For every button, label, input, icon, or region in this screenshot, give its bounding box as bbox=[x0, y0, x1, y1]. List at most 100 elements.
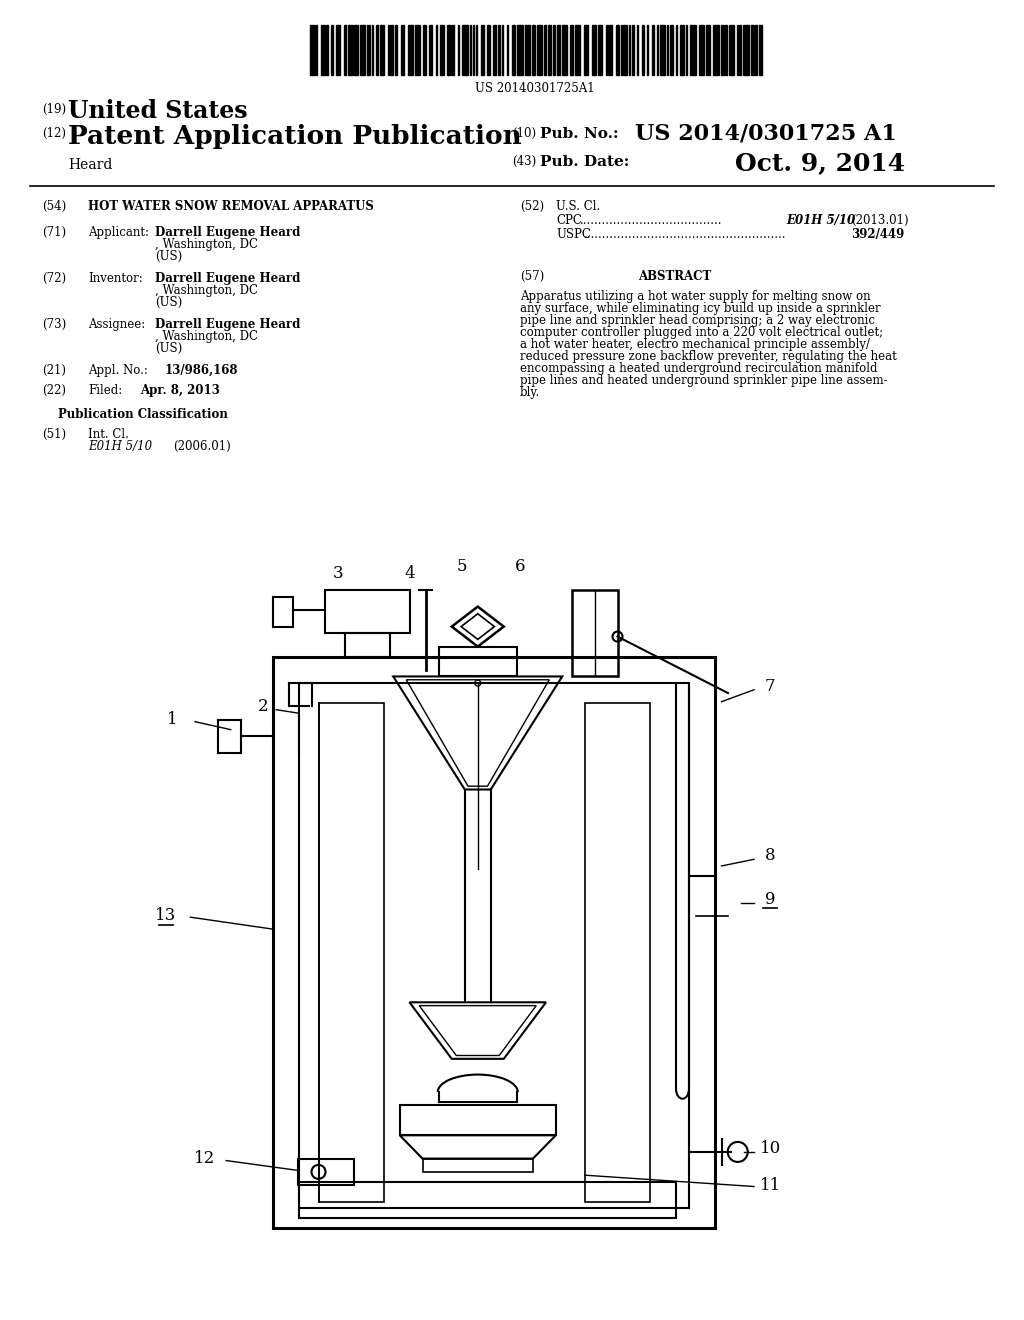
Text: (54): (54) bbox=[42, 201, 67, 213]
Bar bbox=[348, 25, 352, 75]
Bar bbox=[299, 1181, 676, 1218]
Text: Darrell Eugene Heard: Darrell Eugene Heard bbox=[155, 272, 300, 285]
Bar bbox=[637, 25, 638, 75]
Text: (US): (US) bbox=[155, 296, 182, 309]
Bar bbox=[538, 25, 542, 75]
Bar bbox=[713, 25, 719, 75]
Bar bbox=[570, 25, 573, 75]
Text: ......................................................: ........................................… bbox=[584, 228, 786, 242]
Bar bbox=[548, 25, 551, 75]
Text: 8: 8 bbox=[765, 847, 775, 865]
Text: E01H 5/10: E01H 5/10 bbox=[786, 214, 855, 227]
Text: ......................................: ...................................... bbox=[580, 214, 723, 227]
Bar bbox=[354, 25, 357, 75]
Text: CPC: CPC bbox=[556, 214, 582, 227]
Bar bbox=[609, 25, 612, 75]
Text: 3: 3 bbox=[333, 565, 343, 582]
Text: bly.: bly. bbox=[520, 385, 541, 399]
Bar bbox=[584, 25, 588, 75]
Bar bbox=[367, 25, 371, 75]
Bar bbox=[436, 25, 437, 75]
Text: pipe line and sprinkler head comprising; a 2 way electronic: pipe line and sprinkler head comprising;… bbox=[520, 314, 874, 327]
Text: (73): (73) bbox=[42, 318, 67, 331]
Text: Pub. Date:: Pub. Date: bbox=[540, 154, 630, 169]
Text: Applicant:: Applicant: bbox=[88, 226, 150, 239]
Text: Patent Application Publication: Patent Application Publication bbox=[68, 124, 522, 149]
Bar bbox=[531, 25, 536, 75]
Bar bbox=[380, 25, 384, 75]
Bar bbox=[327, 25, 329, 75]
Text: 12: 12 bbox=[195, 1150, 215, 1167]
Bar bbox=[685, 25, 687, 75]
Bar bbox=[439, 25, 444, 75]
Text: (2006.01): (2006.01) bbox=[173, 440, 230, 453]
Bar bbox=[592, 25, 596, 75]
Bar bbox=[344, 25, 346, 75]
Bar bbox=[598, 25, 602, 75]
Text: United States: United States bbox=[68, 99, 248, 123]
Bar bbox=[656, 25, 657, 75]
Text: (51): (51) bbox=[42, 428, 67, 441]
Bar bbox=[473, 25, 474, 75]
Bar bbox=[359, 25, 366, 75]
Text: Publication Classification: Publication Classification bbox=[58, 408, 228, 421]
Text: (22): (22) bbox=[42, 384, 66, 397]
Bar bbox=[615, 25, 620, 75]
Bar bbox=[670, 25, 673, 75]
Bar bbox=[512, 25, 515, 75]
Text: reduced pressure zone backflow preventer, regulating the heat: reduced pressure zone backflow preventer… bbox=[520, 350, 897, 363]
Bar bbox=[498, 25, 500, 75]
Text: Appl. No.:: Appl. No.: bbox=[88, 364, 147, 378]
Bar bbox=[544, 25, 546, 75]
Bar bbox=[388, 25, 389, 75]
Text: (12): (12) bbox=[42, 127, 66, 140]
Bar bbox=[502, 25, 503, 75]
Text: 2: 2 bbox=[258, 698, 268, 715]
Bar bbox=[325, 590, 410, 634]
Bar bbox=[415, 25, 421, 75]
Bar bbox=[667, 25, 669, 75]
Text: Pub. No.:: Pub. No.: bbox=[540, 127, 618, 141]
Bar bbox=[557, 25, 560, 75]
Bar bbox=[299, 684, 689, 1208]
Bar bbox=[629, 25, 630, 75]
Bar bbox=[524, 25, 530, 75]
Text: 5: 5 bbox=[457, 558, 467, 576]
Text: HOT WATER SNOW REMOVAL APPARATUS: HOT WATER SNOW REMOVAL APPARATUS bbox=[88, 201, 374, 213]
Bar bbox=[423, 1159, 534, 1172]
Bar bbox=[736, 25, 738, 75]
Bar bbox=[752, 25, 754, 75]
Text: 392/449: 392/449 bbox=[851, 228, 904, 242]
Bar bbox=[743, 25, 749, 75]
Bar bbox=[507, 25, 508, 75]
Bar bbox=[475, 25, 477, 75]
Text: (72): (72) bbox=[42, 272, 67, 285]
Text: 4: 4 bbox=[404, 565, 415, 582]
Bar bbox=[470, 25, 471, 75]
Text: Heard: Heard bbox=[68, 158, 113, 172]
Text: (71): (71) bbox=[42, 226, 67, 239]
Bar bbox=[647, 25, 648, 75]
Text: 13/986,168: 13/986,168 bbox=[165, 364, 239, 378]
Bar bbox=[310, 25, 313, 75]
Text: , Washington, DC: , Washington, DC bbox=[155, 330, 258, 343]
Bar bbox=[621, 25, 622, 75]
Text: Filed:: Filed: bbox=[88, 384, 122, 397]
Bar bbox=[462, 25, 468, 75]
Text: 1: 1 bbox=[167, 711, 177, 729]
Text: any surface, while eliminating icy build up inside a sprinkler: any surface, while eliminating icy build… bbox=[520, 302, 881, 315]
Text: US 2014/0301725 A1: US 2014/0301725 A1 bbox=[635, 123, 897, 145]
Text: Darrell Eugene Heard: Darrell Eugene Heard bbox=[155, 226, 300, 239]
Bar bbox=[408, 25, 413, 75]
Text: pipe lines and heated underground sprinkler pipe line assem-: pipe lines and heated underground sprink… bbox=[520, 374, 888, 387]
Text: 10: 10 bbox=[760, 1140, 781, 1158]
Bar bbox=[314, 25, 317, 75]
Text: Int. Cl.: Int. Cl. bbox=[88, 428, 129, 441]
Bar bbox=[725, 25, 727, 75]
Bar bbox=[553, 25, 555, 75]
Text: Oct. 9, 2014: Oct. 9, 2014 bbox=[735, 150, 905, 176]
Text: 13: 13 bbox=[155, 907, 176, 924]
Bar bbox=[660, 25, 665, 75]
Text: (57): (57) bbox=[520, 271, 544, 282]
Bar bbox=[298, 1159, 354, 1185]
